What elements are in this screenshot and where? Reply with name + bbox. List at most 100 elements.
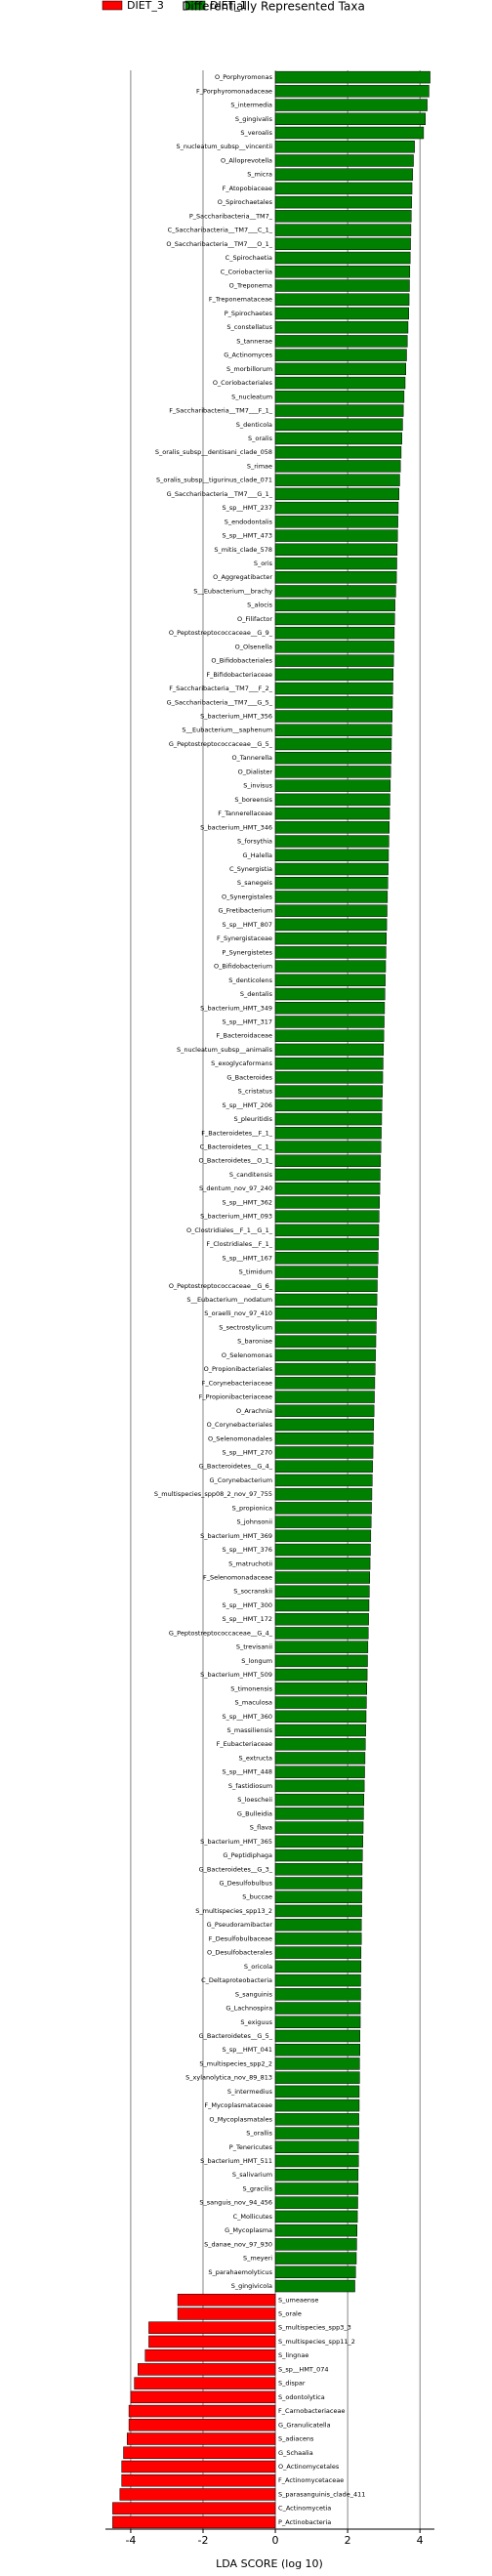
bar-label: S_exoglycaformans: [211, 1059, 272, 1067]
bar: [274, 266, 411, 278]
bar-label: S_denticolens: [228, 976, 272, 984]
bar-label: F_Corynebacteriaceae: [202, 1379, 272, 1387]
bar: [274, 1196, 380, 1209]
bar: [274, 1863, 363, 1876]
bar-label: P_Saccharibacteria__TM7_: [189, 212, 273, 220]
legend-label: DIET_1: [210, 0, 247, 12]
bar-label: S_sp__HMT_807: [223, 921, 273, 929]
bar: [274, 376, 406, 390]
bar: [274, 418, 403, 431]
bar-label: S_socranskii: [233, 1588, 272, 1596]
bar-label: S_bacterium_HMT_369: [200, 1532, 272, 1540]
bar: [274, 460, 401, 473]
bar: [274, 1474, 373, 1487]
bar: [274, 85, 430, 98]
bar: [274, 1752, 366, 1765]
bar-label: G_Desulfobulbus: [219, 1879, 272, 1887]
bar-label: S_oricola: [244, 1963, 272, 1971]
bar-label: G_Bacteroidetes__G_4_: [199, 1463, 273, 1471]
bar: [134, 2377, 276, 2389]
bar: [274, 1321, 377, 1334]
bar-label: S_bacterium_HMT_365: [200, 1838, 272, 1846]
bar-label: G_Halella: [242, 852, 272, 859]
bar-label: S_cristatus: [238, 1088, 273, 1096]
bar: [274, 2057, 360, 2070]
bar-label: S_sp__HMT_448: [223, 1768, 273, 1776]
bar-label: F_Porphyromonadaceae: [196, 87, 272, 95]
bar: [274, 487, 399, 501]
x-tick-label: 0: [272, 2534, 279, 2547]
bar-label: F_Bacteroidaceae: [217, 1032, 273, 1040]
bar: [274, 1016, 385, 1028]
bar: [274, 320, 409, 334]
bar-label: C_Coriobacteriia: [221, 268, 272, 275]
bar-label: O_Porphyromonas: [215, 73, 273, 81]
bar-label: S_bacterium_HMT_356: [200, 713, 272, 721]
bar-label: S_baroniae: [237, 1338, 272, 1346]
bar-label: S__Eubacterium__brachy: [193, 587, 272, 595]
bar: [274, 1988, 361, 2001]
bar: [274, 1779, 365, 1793]
bar: [274, 1112, 383, 1126]
bar: [274, 1724, 366, 1737]
bar-label: G_Saccharibacteria__TM7___G_1_: [167, 490, 273, 498]
bar: [274, 1349, 376, 1362]
bar-label: O_Actinomycetales: [278, 2463, 340, 2471]
bar-label: S_pleuritidis: [233, 1115, 272, 1123]
x-tick-label: -2: [198, 2534, 209, 2547]
bar-label: S_lingnae: [278, 2351, 308, 2359]
bar-label: G_Fretibacterium: [218, 907, 272, 915]
bar: [274, 2265, 356, 2279]
bar-label: S_sp__HMT_074: [278, 2365, 329, 2373]
bar-label: S_nucleatum: [231, 393, 272, 400]
bar: [274, 1460, 373, 1473]
bar-label: O_Selenomonadales: [208, 1434, 273, 1442]
bar: [274, 1002, 386, 1015]
bar-label: S_exiguus: [240, 2018, 272, 2026]
bar: [274, 1738, 366, 1751]
bar: [274, 2140, 359, 2154]
bar: [274, 224, 412, 236]
bar: [119, 2488, 276, 2501]
bar-label: O_Bifidobacteriales: [211, 657, 272, 665]
bar-label: C_Synergistia: [229, 865, 272, 873]
bar: [274, 404, 404, 417]
bar: [274, 668, 394, 682]
bar: [274, 849, 390, 861]
bar: [274, 862, 389, 876]
bar-label: F_Tannerellaceae: [218, 810, 272, 817]
bar: [274, 1154, 382, 1167]
bar: [274, 821, 390, 834]
bar: [274, 2169, 359, 2181]
bar: [274, 779, 391, 792]
bar: [274, 210, 412, 223]
bar: [274, 918, 388, 932]
bar-label: C_Actinomycetia: [278, 2505, 331, 2513]
bar-label: F_Mycoplasmataceae: [204, 2101, 272, 2109]
bar: [274, 1877, 363, 1890]
bar-label: S_adiacens: [278, 2435, 314, 2443]
bar-label: F_Selenomonadaceae: [203, 1574, 272, 1582]
bar: [274, 1210, 380, 1223]
bar-label: S_intermedius: [227, 2088, 273, 2096]
bar-label: S_sanguinis: [235, 1990, 273, 1998]
bar-label: S_alocis: [247, 602, 273, 609]
bar: [112, 2515, 276, 2529]
bar-label: S_sp__HMT_270: [223, 1448, 273, 1456]
bar: [274, 766, 391, 778]
bar-label: S_oraelli_nov_97_410: [204, 1309, 272, 1317]
bar-label: S_timonensis: [230, 1684, 272, 1692]
bar-label: S_sp__HMT_206: [223, 1101, 273, 1109]
bar-label: S_oralis_subsp__tigurinus_clade_071: [156, 477, 272, 484]
bar: [274, 307, 409, 320]
bar-label: O_Selenomonas: [222, 1351, 273, 1359]
bar-label: S_oralis: [248, 435, 273, 442]
bar: [274, 1612, 369, 1626]
bar-label: G_Peptidiphaga: [223, 1851, 272, 1859]
bar: [274, 1654, 368, 1668]
bar-label: S_orallis: [246, 2130, 272, 2138]
bar: [274, 1168, 381, 1182]
bar: [274, 904, 388, 917]
bar: [177, 2307, 276, 2320]
